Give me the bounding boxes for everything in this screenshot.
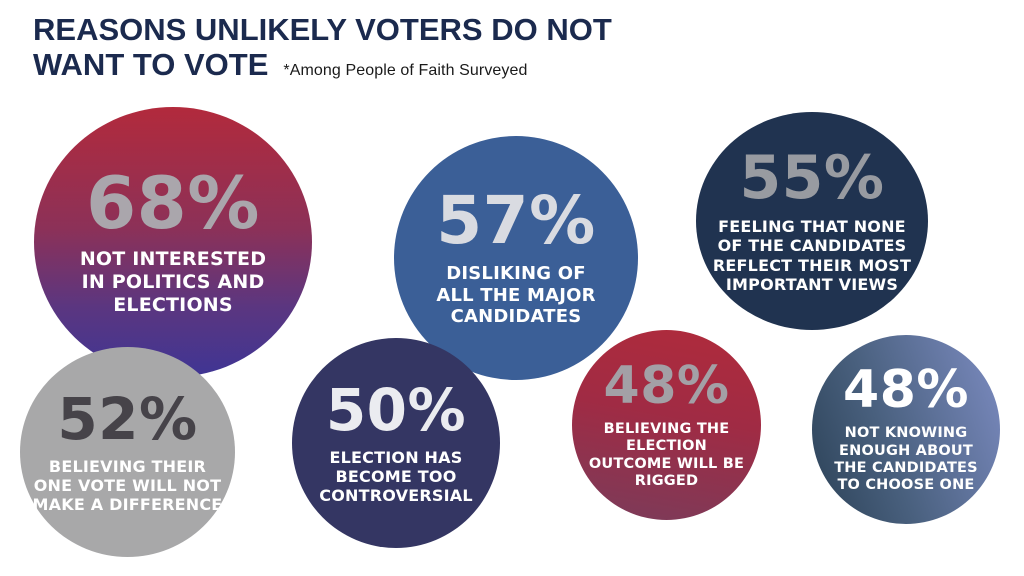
stat-label-line: BELIEVING THEIR (48, 456, 207, 476)
stat-bubble-1-57pct: 57% DISLIKING OF ALL THE MAJOR CANDIDATES (394, 136, 638, 380)
stat-bubble-0-68pct: 68% NOT INTERESTED IN POLITICS AND ELECTION… (34, 107, 312, 377)
header: REASONS UNLIKELY VOTERS DO NOT WANT TO V… (33, 12, 612, 82)
page-title: REASONS UNLIKELY VOTERS DO NOT WANT TO V… (33, 12, 612, 82)
stat-label: NOT KNOWING ENOUGH ABOUT THE CANDIDATES TO … (834, 425, 978, 495)
stat-label-line: NOT KNOWING (844, 425, 968, 442)
stat-label: FEELING THAT NONE OF THE CANDIDATES REFLEC… (713, 217, 911, 294)
title-line2: WANT TO VOTE (33, 46, 269, 82)
stat-label: DISLIKING OF ALL THE MAJOR CANDIDATES (436, 263, 595, 328)
stat-label-line: THE CANDIDATES (834, 460, 978, 476)
stat-label-line: REFLECT THEIR MOST (712, 255, 912, 275)
stat-label: BELIEVING THEIR ONE VOTE WILL NOT MAKE A D… (33, 457, 223, 515)
stat-label-line: DISLIKING OF (446, 263, 586, 285)
stat-value: 48% (843, 360, 969, 421)
stat-label-line: RIGGED (634, 472, 699, 489)
title-line1: REASONS UNLIKELY VOTERS DO NOT (33, 12, 612, 47)
stat-label-line: MAKE A DIFFERENCE (32, 495, 223, 515)
stat-label-line: OUTCOME WILL BE (588, 455, 745, 472)
stat-label-line: BECOME TOO (335, 466, 457, 486)
stat-label: ELECTION HAS BECOME TOO CONTROVERSIAL (319, 448, 472, 506)
stat-label-line: IMPORTANT VIEWS (725, 274, 899, 294)
stat-bubble-3-52pct: 52% BELIEVING THEIR ONE VOTE WILL NOT MAKE … (20, 347, 235, 557)
stat-value: 68% (86, 161, 260, 246)
stat-label-line: TO CHOOSE ONE (837, 477, 975, 494)
stat-value: 55% (739, 143, 885, 214)
stat-bubble-2-55pct: 55% FEELING THAT NONE OF THE CANDIDATES REF… (696, 112, 928, 330)
stat-label-line: ONE VOTE WILL NOT (33, 475, 222, 495)
stat-bubble-5-48pct: 48% BELIEVING THE ELECTION OUTCOME WILL BE R… (572, 330, 761, 520)
stat-label-line: ENOUGH ABOUT (839, 442, 973, 459)
stat-value: 48% (603, 355, 730, 416)
stat-label-line: CONTROVERSIAL (319, 486, 473, 506)
stat-label-line: ELECTIONS (113, 293, 233, 316)
stat-label-line: CANDIDATES (450, 306, 582, 328)
stat-value: 52% (57, 384, 198, 453)
stat-value: 50% (325, 375, 467, 444)
stat-label-line: NOT INTERESTED (79, 248, 267, 271)
stat-label: BELIEVING THE ELECTION OUTCOME WILL BE RIGG… (589, 421, 744, 491)
stat-label-line: BELIEVING THE (603, 420, 730, 437)
stat-label: NOT INTERESTED IN POLITICS AND ELECTIONS (80, 248, 266, 316)
stat-label-line: FEELING THAT NONE (718, 217, 906, 237)
stat-label-line: ELECTION HAS (329, 447, 463, 467)
stat-label-line: OF THE CANDIDATES (717, 236, 907, 256)
stat-label-line: ALL THE MAJOR (436, 284, 596, 306)
stat-value: 57% (436, 182, 596, 260)
stat-label-line: ELECTION (625, 438, 708, 455)
title-footnote: *Among People of Faith Surveyed (283, 61, 528, 79)
stat-bubble-4-50pct: 50% ELECTION HAS BECOME TOO CONTROVERSIAL (292, 338, 500, 548)
stat-label-line: IN POLITICS AND (81, 271, 265, 294)
stat-bubble-6-48pct: 48% NOT KNOWING ENOUGH ABOUT THE CANDIDATES… (812, 335, 1000, 524)
